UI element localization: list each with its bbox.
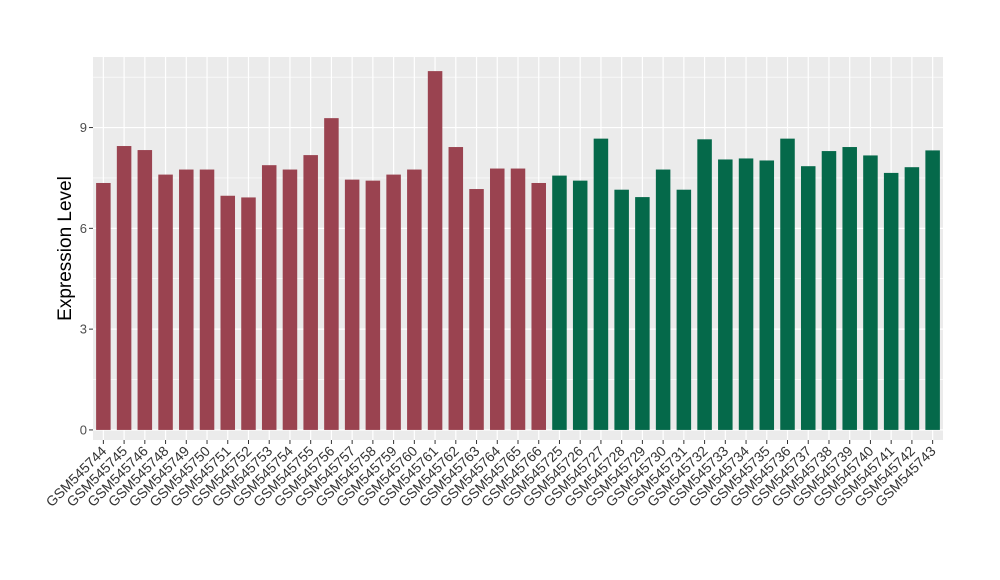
bar — [510, 168, 526, 430]
bar — [324, 118, 339, 430]
bar — [718, 159, 733, 430]
bar — [303, 155, 318, 430]
bar — [427, 71, 443, 430]
bar — [635, 197, 650, 430]
bar — [344, 179, 360, 430]
bar — [904, 167, 920, 430]
bar — [261, 165, 277, 430]
y-axis: 0 3 6 9 — [80, 120, 93, 437]
bar — [531, 182, 546, 430]
bar — [220, 195, 236, 430]
bar — [199, 169, 215, 430]
bar — [842, 147, 857, 430]
bar — [448, 147, 464, 430]
bar — [614, 189, 629, 430]
bar — [96, 182, 111, 430]
y-tick-label: 0 — [80, 422, 87, 437]
bar-series — [96, 71, 940, 430]
bar — [179, 169, 194, 430]
bar — [116, 146, 132, 430]
bar — [552, 175, 567, 430]
bar — [697, 139, 712, 430]
bar — [738, 158, 754, 430]
y-tick-label: 9 — [80, 120, 87, 135]
bar — [780, 138, 795, 430]
bar — [883, 172, 899, 430]
bar — [407, 169, 422, 430]
bar — [490, 168, 505, 430]
bar — [469, 189, 484, 430]
bar — [863, 155, 878, 430]
bar — [137, 150, 153, 430]
bar — [386, 174, 401, 430]
bar — [572, 180, 588, 430]
bar — [241, 197, 256, 430]
bar — [282, 169, 298, 430]
bar — [655, 169, 671, 430]
bar — [365, 180, 381, 430]
bar — [676, 189, 692, 430]
bar — [800, 166, 816, 430]
bar — [925, 150, 940, 430]
y-tick-label: 3 — [80, 322, 87, 337]
bar — [821, 151, 837, 430]
x-axis: GSM545744GSM545745GSM545746GSM545748GSM5… — [43, 440, 939, 510]
bar — [158, 174, 173, 430]
bar — [593, 138, 609, 430]
y-tick-label: 6 — [80, 221, 87, 236]
bar — [759, 160, 775, 430]
y-axis-title: Expression Level — [55, 176, 76, 321]
